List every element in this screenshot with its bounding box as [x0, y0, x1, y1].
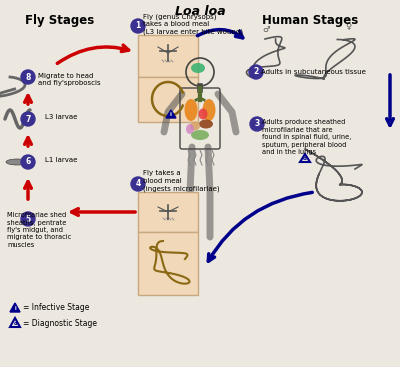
Polygon shape: [166, 110, 176, 118]
Ellipse shape: [199, 120, 213, 128]
Text: 8: 8: [25, 73, 31, 81]
Circle shape: [21, 155, 35, 169]
Ellipse shape: [190, 121, 200, 131]
Text: L3 larvae: L3 larvae: [45, 114, 77, 120]
Text: i: i: [14, 305, 16, 310]
Polygon shape: [10, 303, 20, 312]
Text: Fly (genus Chrysops)
takes a blood meal
(L3 larvae enter bite wound): Fly (genus Chrysops) takes a blood meal …: [143, 13, 243, 35]
FancyBboxPatch shape: [138, 192, 198, 232]
Text: Fly takes a
blood meal
(ingests microfilariae): Fly takes a blood meal (ingests microfil…: [143, 170, 220, 192]
Text: 3: 3: [254, 120, 260, 128]
Text: Microfilariae shed
sheaths, pentrate
fly's midgut, and
migrate to thoracic
muscl: Microfilariae shed sheaths, pentrate fly…: [7, 212, 71, 248]
Text: i: i: [170, 112, 172, 117]
Text: Adults produce sheathed
microfilariae that are
found in spinal fluid, urine,
spu: Adults produce sheathed microfilariae th…: [262, 119, 351, 155]
Circle shape: [131, 177, 145, 191]
Text: 7: 7: [25, 115, 31, 124]
Text: d: d: [13, 321, 17, 326]
Ellipse shape: [186, 124, 194, 134]
Text: 1: 1: [135, 22, 141, 30]
Text: d: d: [303, 156, 307, 161]
Ellipse shape: [198, 109, 208, 120]
Text: = Infective Stage: = Infective Stage: [23, 304, 89, 312]
Text: Human Stages: Human Stages: [262, 14, 358, 27]
Text: Migrate to head
and fly'sproboscis: Migrate to head and fly'sproboscis: [38, 73, 101, 87]
Text: Fly Stages: Fly Stages: [25, 14, 95, 27]
Text: Adults in subcutaneous tissue: Adults in subcutaneous tissue: [261, 69, 366, 75]
Circle shape: [21, 70, 35, 84]
Ellipse shape: [191, 63, 205, 73]
Text: 4: 4: [135, 179, 141, 189]
Text: ♀: ♀: [345, 22, 351, 31]
Ellipse shape: [184, 99, 198, 121]
Text: 2: 2: [253, 68, 259, 76]
Circle shape: [21, 112, 35, 126]
Ellipse shape: [202, 99, 216, 121]
Circle shape: [250, 117, 264, 131]
Text: 6: 6: [25, 157, 31, 167]
Text: ♂: ♂: [262, 25, 270, 34]
Text: Loa loa: Loa loa: [175, 5, 225, 18]
Circle shape: [249, 65, 263, 79]
FancyBboxPatch shape: [138, 35, 198, 77]
Circle shape: [131, 19, 145, 33]
FancyBboxPatch shape: [138, 77, 198, 122]
Text: L1 larvae: L1 larvae: [45, 157, 77, 163]
Circle shape: [21, 212, 35, 226]
Ellipse shape: [191, 130, 209, 140]
Text: = Diagnostic Stage: = Diagnostic Stage: [23, 319, 97, 327]
Text: 5: 5: [26, 214, 30, 224]
Ellipse shape: [6, 159, 28, 165]
FancyBboxPatch shape: [138, 232, 198, 295]
